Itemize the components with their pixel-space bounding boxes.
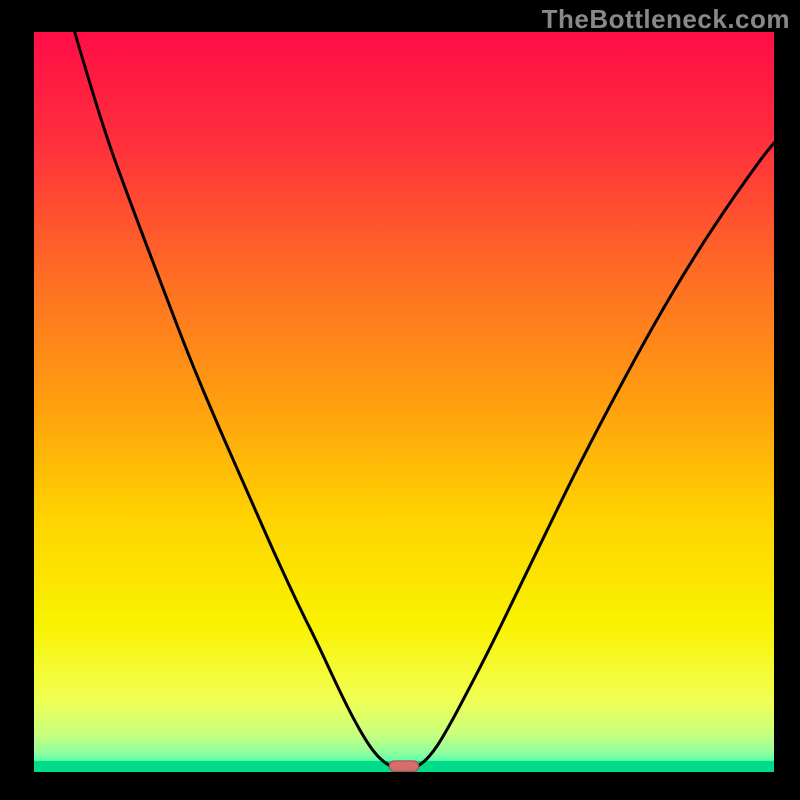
optimum-marker	[389, 761, 419, 771]
watermark-text: TheBottleneck.com	[542, 4, 790, 35]
plot-background	[34, 32, 774, 772]
chart-container: TheBottleneck.com	[0, 0, 800, 800]
bottleneck-chart	[0, 0, 800, 800]
